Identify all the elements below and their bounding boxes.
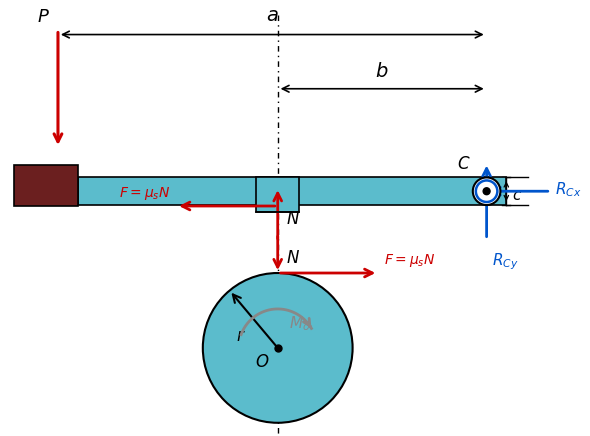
- Bar: [14, 165, 78, 206]
- Text: $M_o$: $M_o$: [289, 315, 310, 334]
- Text: $b$: $b$: [375, 62, 389, 81]
- Text: $c$: $c$: [512, 187, 522, 203]
- Circle shape: [483, 188, 490, 194]
- Text: $P$: $P$: [37, 8, 50, 26]
- Circle shape: [203, 273, 353, 423]
- Text: $r$: $r$: [236, 327, 246, 345]
- Text: $O$: $O$: [255, 353, 270, 371]
- Text: $C$: $C$: [457, 156, 471, 174]
- Text: $F{=}\mu_s N$: $F{=}\mu_s N$: [119, 185, 171, 202]
- Text: $N$: $N$: [286, 210, 300, 228]
- Circle shape: [473, 177, 500, 205]
- Text: $N$: $N$: [286, 249, 300, 267]
- Text: $R_{Cx}$: $R_{Cx}$: [555, 180, 581, 199]
- Text: $F{=}\mu_s N$: $F{=}\mu_s N$: [384, 252, 435, 269]
- Bar: [256, 177, 299, 212]
- Bar: [78, 177, 506, 205]
- Text: $a$: $a$: [266, 6, 278, 25]
- Text: $R_{Cy}$: $R_{Cy}$: [491, 251, 518, 272]
